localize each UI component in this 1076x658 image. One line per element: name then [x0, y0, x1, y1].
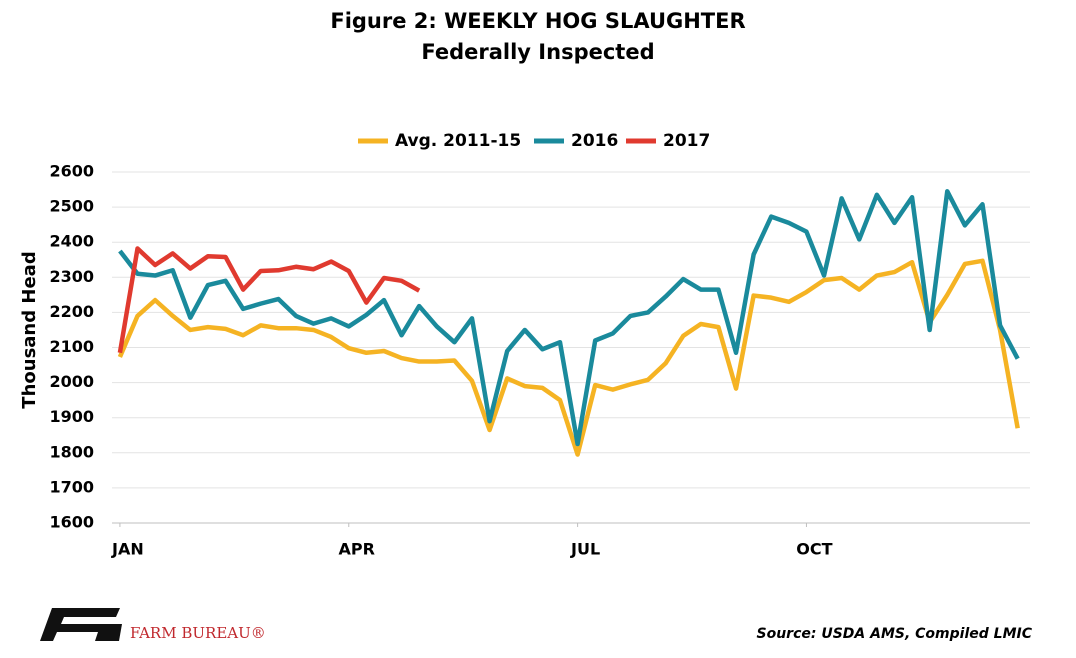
- legend-label: 2016: [571, 131, 618, 151]
- series-line: [118, 189, 1020, 447]
- x-tick-label: OCT: [796, 540, 832, 559]
- y-tick-label: 2100: [49, 337, 94, 356]
- chart-title: Figure 2: WEEKLY HOG SLAUGHTER: [330, 9, 745, 33]
- y-tick-label: 1700: [49, 477, 94, 496]
- y-tick-label: 2400: [49, 232, 94, 251]
- x-tick-label: APR: [339, 540, 375, 559]
- legend-label: Avg. 2011-15: [395, 131, 521, 151]
- y-tick-label: 2300: [49, 267, 94, 286]
- chart-subtitle: Federally Inspected: [421, 40, 654, 64]
- y-tick-label: 1800: [49, 442, 94, 461]
- series-line: [117, 258, 1020, 457]
- y-tick-label: 2500: [49, 197, 94, 216]
- x-tick-label: JAN: [111, 540, 144, 559]
- y-tick-label: 2000: [49, 372, 94, 391]
- logo: [40, 608, 122, 641]
- y-axis-label: Thousand Head: [19, 251, 40, 408]
- x-tick-label: JUL: [570, 540, 600, 559]
- y-tick-label: 2200: [49, 302, 94, 321]
- y-tick-label: 2600: [49, 162, 94, 181]
- legend-label: 2017: [663, 131, 710, 151]
- source-note: Source: USDA AMS, Compiled LMIC: [757, 626, 1033, 642]
- y-tick-label: 1600: [49, 513, 94, 532]
- brand-text: FARM BUREAU®: [130, 624, 266, 642]
- y-tick-label: 1900: [49, 407, 94, 426]
- series-line: [117, 246, 421, 354]
